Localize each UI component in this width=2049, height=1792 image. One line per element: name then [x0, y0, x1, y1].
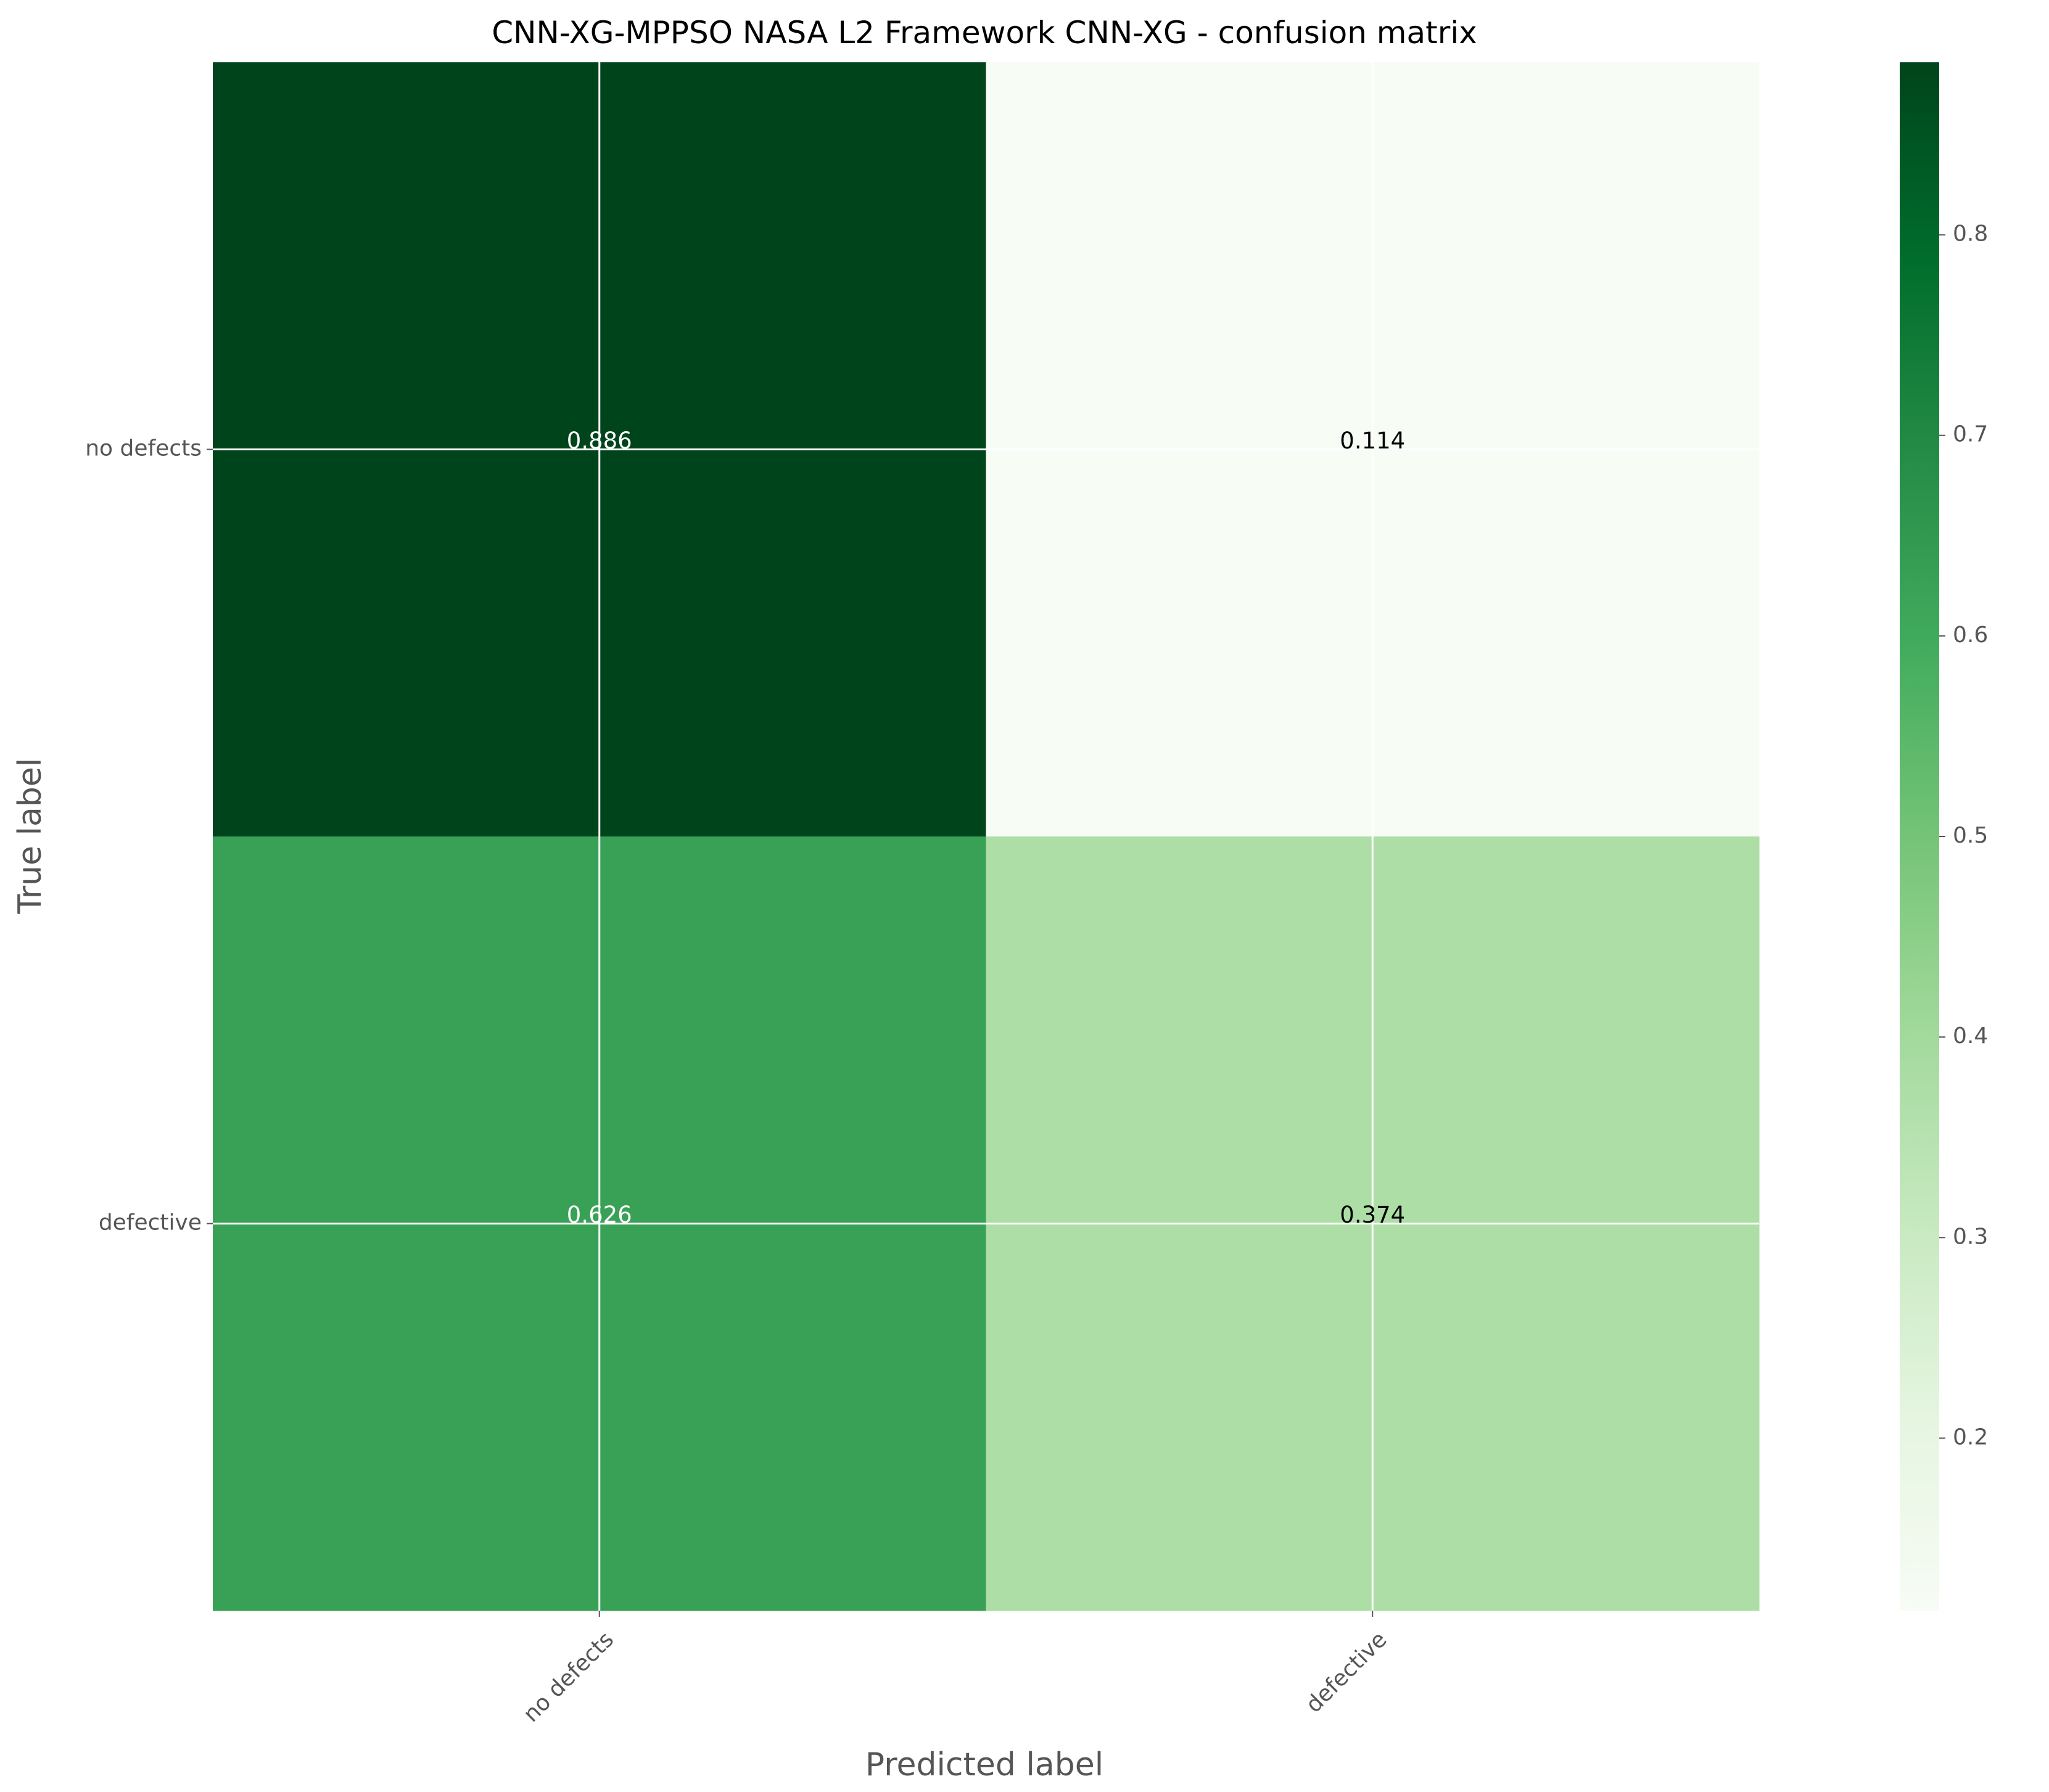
colorbar-tick-label: 0.5 — [1953, 823, 1988, 848]
colorbar-tick-label: 0.3 — [1953, 1224, 1988, 1249]
x-tick-label: no defects — [519, 1627, 619, 1727]
colorbar-tick-label: 0.4 — [1953, 1023, 1988, 1049]
y-tick-label: defective — [99, 1210, 202, 1236]
colorbar-tick-label: 0.7 — [1953, 422, 1988, 447]
colorbar-tick-label: 0.6 — [1953, 622, 1988, 648]
colorbar-tick-label: 0.2 — [1953, 1424, 1988, 1450]
colorbar-gradient — [1900, 62, 1939, 1611]
x-tick-label: defective — [1301, 1627, 1391, 1717]
grid-lines — [213, 62, 1759, 1611]
cell-value-label: 0.374 — [1340, 1202, 1405, 1228]
cell-value-label: 0.626 — [567, 1202, 632, 1228]
cell-value-label: 0.114 — [1340, 427, 1405, 454]
heatmap-cells — [213, 62, 1760, 1611]
y-axis-label: True label — [12, 758, 49, 915]
colorbar-tick-label: 0.8 — [1953, 221, 1988, 247]
chart-title: CNN-XG-MPPSO NASA L2 Framework CNN-XG - … — [492, 15, 1477, 51]
cell-value-labels: 0.886 0.114 0.626 0.374 — [567, 427, 1405, 1228]
x-axis-ticks: no defects defective — [519, 1611, 1392, 1727]
colorbar-ticks: 0.2 0.3 0.4 0.5 0.6 0.7 0.8 — [1939, 221, 1988, 1450]
y-tick-label: no defects — [85, 436, 202, 461]
y-axis-ticks: no defects defective — [85, 436, 213, 1236]
x-axis-label: Predicted label — [865, 1746, 1103, 1783]
cell-value-label: 0.886 — [567, 427, 632, 454]
colorbar — [1900, 62, 1939, 1611]
